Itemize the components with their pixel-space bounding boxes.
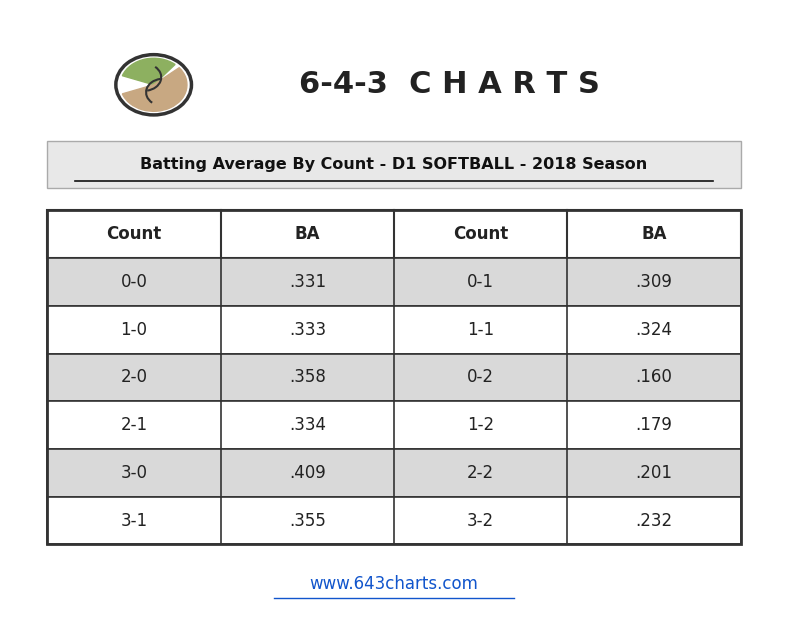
Text: .309: .309 xyxy=(636,273,672,291)
Text: .331: .331 xyxy=(288,273,326,291)
Text: .333: .333 xyxy=(288,321,326,338)
Text: Batting Average By Count - D1 SOFTBALL - 2018 Season: Batting Average By Count - D1 SOFTBALL -… xyxy=(140,158,648,172)
FancyBboxPatch shape xyxy=(47,497,741,544)
Text: 3-0: 3-0 xyxy=(121,464,147,482)
Text: 2-0: 2-0 xyxy=(121,369,147,386)
Text: 3-2: 3-2 xyxy=(467,512,494,529)
Text: Count: Count xyxy=(106,225,162,243)
Text: 0-0: 0-0 xyxy=(121,273,147,291)
Text: 0-1: 0-1 xyxy=(467,273,494,291)
Text: www.643charts.com: www.643charts.com xyxy=(310,575,478,593)
FancyBboxPatch shape xyxy=(47,210,741,258)
FancyBboxPatch shape xyxy=(47,258,741,306)
Text: 2-1: 2-1 xyxy=(121,416,147,434)
Text: .358: .358 xyxy=(289,369,325,386)
Text: .324: .324 xyxy=(636,321,672,338)
FancyBboxPatch shape xyxy=(47,401,741,449)
Text: .409: .409 xyxy=(289,464,325,482)
Text: .201: .201 xyxy=(636,464,672,482)
Text: BA: BA xyxy=(641,225,667,243)
Text: 6-4-3  C H A R T S: 6-4-3 C H A R T S xyxy=(299,70,600,99)
Text: 3-1: 3-1 xyxy=(121,512,147,529)
Text: .334: .334 xyxy=(289,416,325,434)
Text: BA: BA xyxy=(295,225,320,243)
Text: 0-2: 0-2 xyxy=(467,369,494,386)
Wedge shape xyxy=(122,58,175,85)
FancyBboxPatch shape xyxy=(47,141,741,188)
Text: 2-2: 2-2 xyxy=(467,464,494,482)
FancyBboxPatch shape xyxy=(47,306,741,354)
Text: 1-2: 1-2 xyxy=(467,416,494,434)
Text: 1-0: 1-0 xyxy=(121,321,147,338)
FancyBboxPatch shape xyxy=(47,449,741,497)
Text: .179: .179 xyxy=(636,416,672,434)
Wedge shape xyxy=(122,68,187,111)
Text: .355: .355 xyxy=(289,512,325,529)
FancyBboxPatch shape xyxy=(47,354,741,401)
Text: .232: .232 xyxy=(635,512,673,529)
Text: .160: .160 xyxy=(636,369,672,386)
Text: Count: Count xyxy=(453,225,508,243)
Text: 1-1: 1-1 xyxy=(467,321,494,338)
